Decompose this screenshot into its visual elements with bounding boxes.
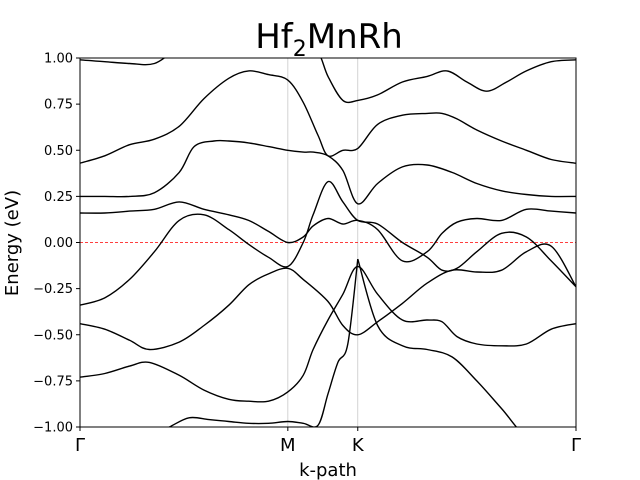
y-tick-label: −1.00 (33, 421, 73, 436)
x-tick-label: Γ (571, 435, 581, 456)
title-rest: MnRh (307, 17, 403, 57)
y-tick-label: 0.00 (44, 236, 73, 251)
y-tick-label: −0.25 (33, 282, 73, 297)
band-line-1 (80, 265, 576, 403)
y-tick-label: 0.75 (44, 98, 73, 113)
band-line-8 (167, 259, 359, 427)
title-subscript: 2 (293, 37, 307, 62)
plot-area: −1.00 −0.75 −0.50 −0.25 0.00 0.25 0.50 0.75 1.00… (33, 52, 581, 457)
x-tick-label: M (280, 435, 296, 456)
band-line-9 (357, 258, 518, 427)
y-tick-label: 1.00 (44, 52, 73, 67)
x-tick-label: K (352, 435, 365, 456)
title-main: Hf (255, 17, 294, 57)
chart-title: Hf2MnRh (255, 17, 403, 62)
y-axis-label: Energy (eV) (2, 190, 23, 296)
y-tick-label: −0.75 (33, 374, 73, 389)
band-line-6 (80, 70, 576, 164)
band-line-4 (80, 201, 576, 263)
x-tick-label: Γ (75, 435, 85, 456)
band-line-5 (80, 139, 576, 205)
x-axis-label: k-path (299, 460, 357, 480)
y-tick-label: 0.50 (44, 144, 73, 159)
y-tick-label: 0.25 (44, 190, 73, 205)
bands-group (80, 58, 576, 427)
band-line-2 (80, 243, 576, 351)
band-line-7 (80, 58, 576, 104)
y-tick-label: −0.50 (33, 328, 73, 343)
band-line-3 (80, 180, 576, 306)
